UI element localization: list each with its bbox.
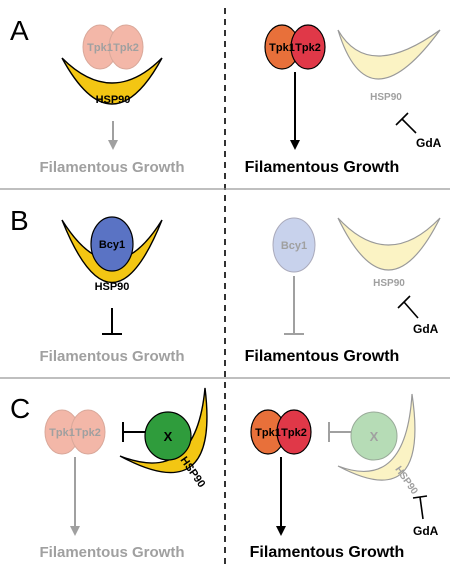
tpk2-label: Tpk2	[295, 42, 321, 54]
tpk2-node	[276, 409, 312, 455]
outcome-label: Filamentous Growth	[39, 544, 184, 561]
outcome-label: Filamentous Growth	[250, 544, 405, 561]
panel-a-left: Tpk1 Tpk2 HSP90 Filamentous Growth	[39, 24, 185, 176]
tpk2-label: Tpk2	[113, 42, 139, 54]
panel-b-left: Bcy1 HSP90 Filamentous Growth	[39, 216, 185, 365]
bcy1-node	[90, 216, 134, 272]
x-node	[144, 411, 192, 461]
hsp90-crescent-faded	[337, 217, 441, 271]
inhibitor-label: GdA	[413, 322, 439, 336]
inhibition-line	[401, 118, 417, 134]
panel-c-right: Tpk1 Tpk2 X HSP90 GdA Filamentous Growth	[250, 393, 439, 561]
hsp90-crescent	[61, 57, 163, 105]
hsp90-crescent-faded	[337, 29, 441, 80]
hsp90-label: HSP90	[373, 278, 405, 289]
tpk1-label: Tpk1	[87, 42, 113, 54]
hsp90-label: HSP90	[96, 94, 131, 106]
hsp90-label: HSP90	[392, 464, 419, 497]
outcome-label: Filamentous Growth	[39, 348, 184, 365]
bcy1-label: Bcy1	[281, 240, 307, 252]
inhibition-bar	[395, 112, 409, 126]
panel-b-right: Bcy1 HSP90 GdA Filamentous Growth	[245, 217, 441, 365]
tpk2-node	[290, 24, 326, 70]
inhibitor-label: GdA	[416, 136, 442, 150]
tpk1-label: Tpk1	[269, 42, 295, 54]
x-label: X	[164, 429, 173, 444]
panel-c-letter: C	[10, 393, 30, 424]
panel-b: B Bcy1 HSP90 Filamentous Growth Bcy1 HSP…	[10, 205, 441, 365]
x-label: X	[370, 429, 379, 444]
inhibition-line	[403, 301, 419, 319]
bcy1-node	[272, 217, 316, 273]
tpk2-label: Tpk2	[75, 427, 101, 439]
panel-c-left: Tpk1 Tpk2 X HSP90 Filamentous Growth	[39, 387, 208, 561]
panel-c: C Tpk1 Tpk2 X HSP90 Filamentous Growth T…	[10, 387, 439, 561]
outcome-label: Filamentous Growth	[39, 159, 184, 176]
x-node	[350, 411, 398, 461]
outcome-label: Filamentous Growth	[245, 348, 400, 365]
tpk1-label: Tpk1	[49, 427, 75, 439]
tpk2-node	[70, 409, 106, 455]
outcome-label: Filamentous Growth	[245, 159, 400, 176]
hsp90-crescent-faded	[337, 393, 416, 481]
bcy1-label: Bcy1	[99, 239, 125, 251]
panel-a-letter: A	[10, 15, 29, 46]
hsp90-label: HSP90	[370, 92, 402, 103]
hsp90-label: HSP90	[95, 281, 130, 293]
inhibitor-label: GdA	[413, 524, 439, 538]
panel-a-right: Tpk1 Tpk2 HSP90 GdA Filamentous Growth	[245, 24, 442, 176]
inhibition-bar	[397, 295, 411, 309]
panel-b-letter: B	[10, 205, 29, 236]
panel-a: A Tpk1 Tpk2 HSP90 Filamentous Growth Tpk…	[10, 15, 442, 176]
inhibition-bar	[412, 495, 428, 499]
tpk2-label: Tpk2	[281, 427, 307, 439]
tpk1-label: Tpk1	[255, 427, 281, 439]
inhibition-line	[419, 496, 424, 520]
tpk2-node	[108, 24, 144, 70]
